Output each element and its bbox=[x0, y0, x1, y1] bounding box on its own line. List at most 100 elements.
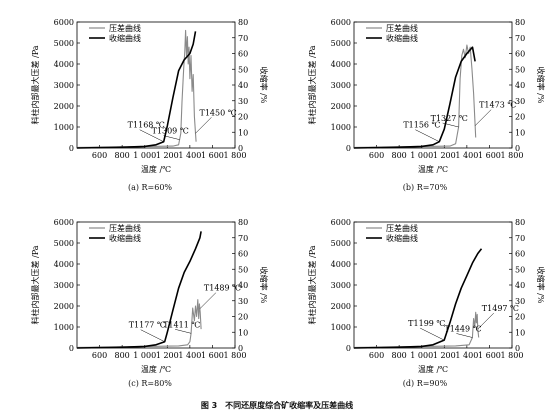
y2-tick-label: 60 bbox=[238, 50, 248, 59]
x-tick-label: 1 000 bbox=[133, 351, 156, 360]
y2-tick-label: 40 bbox=[515, 281, 525, 290]
y-tick-label: 5000 bbox=[331, 39, 351, 48]
y2-axis-label: 收缩率 /% bbox=[259, 267, 269, 304]
y2-tick-label: 40 bbox=[515, 81, 525, 90]
x-tick-label: 1 200 bbox=[433, 351, 456, 360]
y2-tick-label: 10 bbox=[238, 128, 248, 137]
annotation-label: T1473 ℃ bbox=[479, 101, 516, 110]
y2-tick-label: 40 bbox=[238, 81, 248, 90]
y2-tick-label: 80 bbox=[515, 218, 525, 227]
y2-tick-label: 70 bbox=[238, 234, 248, 243]
x-tick-label: 800 bbox=[392, 351, 407, 360]
x-tick-label: 1 800 bbox=[224, 351, 247, 360]
y-tick-label: 6000 bbox=[54, 218, 74, 227]
legend-shrinkage-label: 收缩曲线 bbox=[109, 233, 141, 243]
annotation-leader bbox=[175, 329, 192, 334]
y2-tick-label: 30 bbox=[515, 97, 525, 106]
x-tick-label: 600 bbox=[369, 351, 384, 360]
x-axis-label: 温度 /℃ bbox=[418, 164, 448, 174]
legend-pressure-label: 压差曲线 bbox=[386, 23, 418, 33]
y-axis-label: 料柱内部最大压差 /Pa bbox=[307, 45, 317, 124]
annotation-label: T1199 ℃ bbox=[408, 319, 445, 328]
x-tick-label: 1 000 bbox=[410, 151, 433, 160]
x-tick-label: 1 600 bbox=[201, 351, 224, 360]
y2-tick-label: 30 bbox=[238, 297, 248, 306]
y-tick-label: 0 bbox=[346, 144, 351, 153]
annotation-leader bbox=[456, 333, 473, 338]
y2-tick-label: 50 bbox=[238, 65, 248, 74]
y-tick-label: 3000 bbox=[331, 281, 351, 290]
annotation-label: T1168 ℃ bbox=[128, 121, 165, 130]
annotation-label: T1449 ℃ bbox=[444, 325, 481, 334]
y2-tick-label: 60 bbox=[515, 50, 525, 59]
x-tick-label: 1 800 bbox=[501, 151, 524, 160]
y2-axis-label: 收缩率 /% bbox=[259, 67, 269, 104]
y-tick-label: 6000 bbox=[331, 18, 351, 27]
chart-svg: 600 800 1 000 1 200 1 400 1 600 1 800010002000… bbox=[307, 218, 546, 374]
x-tick-label: 1 400 bbox=[455, 151, 478, 160]
pressure-curve bbox=[76, 299, 202, 348]
annotation-leader bbox=[163, 135, 180, 140]
y2-tick-label: 80 bbox=[238, 218, 248, 227]
y-axis-label: 料柱内部最大压差 /Pa bbox=[30, 45, 40, 124]
x-axis-label: 温度 /℃ bbox=[418, 364, 448, 374]
y-tick-label: 1000 bbox=[54, 123, 74, 132]
y-tick-label: 1000 bbox=[331, 323, 351, 332]
y-tick-label: 4000 bbox=[331, 260, 351, 269]
x-tick-label: 600 bbox=[92, 151, 107, 160]
y-tick-label: 2000 bbox=[54, 302, 74, 311]
x-tick-label: 800 bbox=[392, 151, 407, 160]
annotation-leader bbox=[195, 117, 212, 134]
x-tick-label: 1 600 bbox=[201, 151, 224, 160]
y2-tick-label: 20 bbox=[515, 313, 525, 322]
x-tick-label: 1 000 bbox=[410, 351, 433, 360]
y-tick-label: 3000 bbox=[54, 81, 74, 90]
x-tick-label: 1 600 bbox=[478, 151, 501, 160]
x-tick-label: 1 000 bbox=[133, 151, 156, 160]
y2-tick-label: 40 bbox=[238, 281, 248, 290]
y2-tick-label: 20 bbox=[238, 313, 248, 322]
y2-tick-label: 10 bbox=[238, 328, 248, 337]
y-tick-label: 2000 bbox=[54, 102, 74, 111]
annotation-label: T1411 ℃ bbox=[163, 320, 200, 329]
chart-panel-b: 600 800 1 000 1 200 1 400 1 600 1 800 0 1000 2000… bbox=[277, 10, 554, 180]
legend-shrinkage-label: 收缩曲线 bbox=[386, 233, 418, 243]
y2-tick-label: 20 bbox=[515, 113, 525, 122]
chart-panel-d: 600 800 1 000 1 200 1 400 1 600 1 800 0 1000 2000… bbox=[277, 210, 554, 380]
legend-shrinkage-label: 收缩曲线 bbox=[386, 33, 418, 43]
caption-c: (c) R=80% bbox=[128, 379, 172, 388]
annotation-label: T1309 ℃ bbox=[152, 127, 189, 136]
y-tick-label: 0 bbox=[69, 344, 74, 353]
y-tick-label: 4000 bbox=[331, 60, 351, 69]
y-tick-label: 6000 bbox=[331, 218, 351, 227]
annotation-leader bbox=[415, 129, 440, 142]
y2-tick-label: 0 bbox=[238, 144, 243, 153]
x-tick-label: 600 bbox=[369, 151, 384, 160]
y2-axis-label: 收缩率 /% bbox=[536, 267, 546, 304]
annotation-label: T1327 ℃ bbox=[431, 114, 468, 123]
annotation-label: T1156 ℃ bbox=[403, 121, 440, 130]
legend-pressure-label: 压差曲线 bbox=[386, 223, 418, 233]
y-tick-label: 0 bbox=[346, 344, 351, 353]
y2-tick-label: 70 bbox=[515, 34, 525, 43]
shrinkage-curve bbox=[76, 231, 202, 349]
chart-panel-c: 600 800 1 000 1 200 1 400 1 600 1 800 0 1000 2000… bbox=[0, 210, 277, 380]
annotation-leader bbox=[474, 109, 492, 126]
annotation-leader bbox=[199, 292, 217, 309]
legend-pressure-label: 压差曲线 bbox=[109, 223, 141, 233]
y2-tick-label: 0 bbox=[515, 144, 520, 153]
y2-tick-label: 30 bbox=[515, 297, 525, 306]
y2-tick-label: 60 bbox=[238, 250, 248, 259]
y-axis-label: 料柱内部最大压差 /Pa bbox=[307, 245, 317, 324]
pressure-curve bbox=[353, 311, 480, 348]
shrinkage-curve bbox=[353, 248, 483, 349]
y-tick-label: 6000 bbox=[54, 18, 74, 27]
annotation-leader bbox=[442, 122, 459, 128]
x-tick-label: 1 400 bbox=[178, 151, 201, 160]
x-tick-label: 800 bbox=[115, 151, 130, 160]
x-tick-label: 800 bbox=[115, 351, 130, 360]
shrinkage-curve bbox=[76, 31, 197, 149]
y2-tick-label: 20 bbox=[238, 113, 248, 122]
chart-svg: 600 800 1 000 1 200 1 400 1 600 1 800010002000… bbox=[30, 218, 269, 374]
x-tick-label: 1 200 bbox=[156, 351, 179, 360]
